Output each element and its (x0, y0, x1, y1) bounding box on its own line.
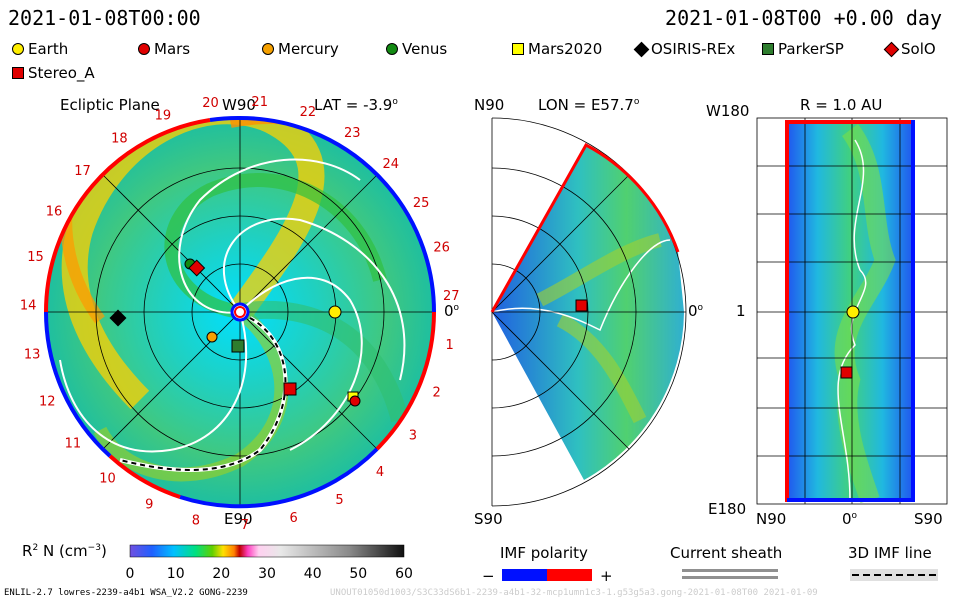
colorbar-tick-label: 40 (304, 566, 322, 582)
date-left: 2021-01-08T00:00 (8, 6, 201, 30)
day-label: 5 (335, 493, 343, 508)
current-sheath-key (682, 569, 778, 579)
day-label: 1 (445, 338, 453, 353)
imf-polarity-minus: − (482, 567, 495, 585)
day-label: 15 (27, 250, 44, 265)
earth-marker-icon (846, 305, 860, 319)
colorbar-tick-label: 0 (126, 566, 135, 582)
meridional-panel (490, 117, 687, 507)
radial-r-label: R = 1.0 AU (800, 96, 883, 114)
legend-parkersp: ParkerSP (762, 40, 844, 58)
radial-mid-left: 1 (736, 302, 746, 320)
solo-marker-icon (188, 259, 206, 277)
day-label: 3 (409, 429, 417, 444)
osiris-rex-marker-icon (109, 309, 127, 327)
ecliptic-lat-label: LAT = -3.9o (314, 96, 398, 114)
ecliptic-plane-panel (43, 115, 436, 509)
imf-line-key (850, 569, 938, 581)
imf-line-title: 3D IMF line (848, 544, 932, 562)
density-colorbar: 0 10 20 30 40 50 60 (126, 544, 413, 582)
day-label: 7 (241, 518, 249, 533)
meridional-lon-label: LON = E57.7o (538, 96, 640, 114)
earth-marker-icon (12, 43, 24, 55)
day-label: 4 (376, 465, 384, 480)
mars-marker-icon (138, 43, 150, 55)
legend-mars2020: Mars2020 (512, 40, 602, 58)
legend-venus: Venus (386, 40, 447, 58)
imf-polarity-title: IMF polarity (500, 544, 588, 562)
day-label: 27 (443, 289, 460, 304)
mars-marker-icon (349, 395, 361, 407)
footer-left: ENLIL-2.7 lowres-2239-a4b1 WSA_V2.2 GONG… (4, 588, 248, 598)
day-label: 16 (46, 204, 63, 219)
meridional-right-label: 0o (688, 302, 704, 320)
day-label: 9 (145, 498, 153, 513)
footer-right: UNOUT01050d1003/S3C33dS6b1-2239-a4b1-32-… (330, 588, 818, 598)
mercury-marker-icon (262, 43, 274, 55)
day-label: 13 (24, 348, 41, 363)
date-right: 2021-01-08T00 +0.00 day (665, 6, 942, 30)
radial-x-right: S90 (914, 510, 943, 528)
meridional-top-left: N90 (474, 96, 505, 114)
colorbar-tick-label: 60 (395, 566, 413, 582)
day-label: 22 (300, 105, 317, 120)
day-label: 2 (432, 385, 440, 400)
radial-top-left: W180 (706, 102, 750, 120)
colorbar-tick-label: 50 (349, 566, 367, 582)
day-label: 19 (155, 109, 172, 124)
imf-polarity-key (502, 569, 592, 581)
earth-marker-icon (328, 305, 342, 319)
legend-mars: Mars (138, 40, 190, 58)
stereo-a-marker-icon (575, 299, 588, 312)
mercury-marker-icon (206, 331, 218, 343)
ecliptic-bottom-label: E90 (224, 510, 253, 528)
colorbar-tick-label: 10 (167, 566, 185, 582)
day-label: 24 (383, 157, 400, 172)
day-label: 26 (433, 241, 450, 256)
legend-stereo-a: Stereo_A (12, 64, 95, 82)
ecliptic-title: Ecliptic Plane (60, 96, 160, 114)
ecliptic-right-label: 0o (444, 302, 460, 320)
venus-marker-icon (386, 43, 398, 55)
colorbar-tick-label: 20 (212, 566, 230, 582)
radial-x-mid: 0o (842, 510, 858, 528)
radial-x-left: N90 (756, 510, 787, 528)
radial-panel (756, 117, 948, 505)
day-label: 18 (111, 132, 128, 147)
day-label: 20 (202, 96, 219, 111)
day-label: 21 (251, 95, 268, 110)
imf-polarity-plus: + (600, 567, 613, 585)
legend-solo: SolO (883, 40, 936, 58)
parkersp-marker-icon (231, 339, 245, 353)
stereo-a-marker-icon (12, 67, 24, 79)
stereo-a-marker-icon (283, 382, 297, 396)
colorbar-label: R2 N (cm−3) (22, 542, 107, 560)
ecliptic-bodies (109, 258, 361, 407)
ecliptic-day-labels: 20 21222324252627123456789101112131415161… (20, 95, 460, 533)
legend-earth: Earth (12, 40, 68, 58)
radial-bottom-left: E180 (708, 500, 747, 518)
day-label: 14 (20, 299, 37, 314)
parkersp-marker-icon (762, 43, 774, 55)
current-sheath-title: Current sheath (670, 544, 783, 562)
ecliptic-top-label: W90 (222, 96, 256, 114)
day-label: 17 (74, 164, 91, 179)
day-label: 6 (290, 511, 298, 526)
day-label: 10 (99, 472, 116, 487)
day-label: 23 (344, 126, 361, 141)
meridional-bottom-left: S90 (474, 510, 503, 528)
day-label: 12 (39, 395, 56, 410)
day-label: 8 (192, 513, 200, 528)
legend-mercury: Mercury (262, 40, 339, 58)
colorbar-tick-label: 30 (258, 566, 276, 582)
stereo-a-marker-icon (840, 366, 853, 379)
legend-osiris-rex: OSIRIS-REx (633, 40, 735, 58)
day-label: 25 (413, 196, 430, 211)
mars2020-marker-icon (512, 43, 524, 55)
day-label: 11 (65, 437, 82, 452)
